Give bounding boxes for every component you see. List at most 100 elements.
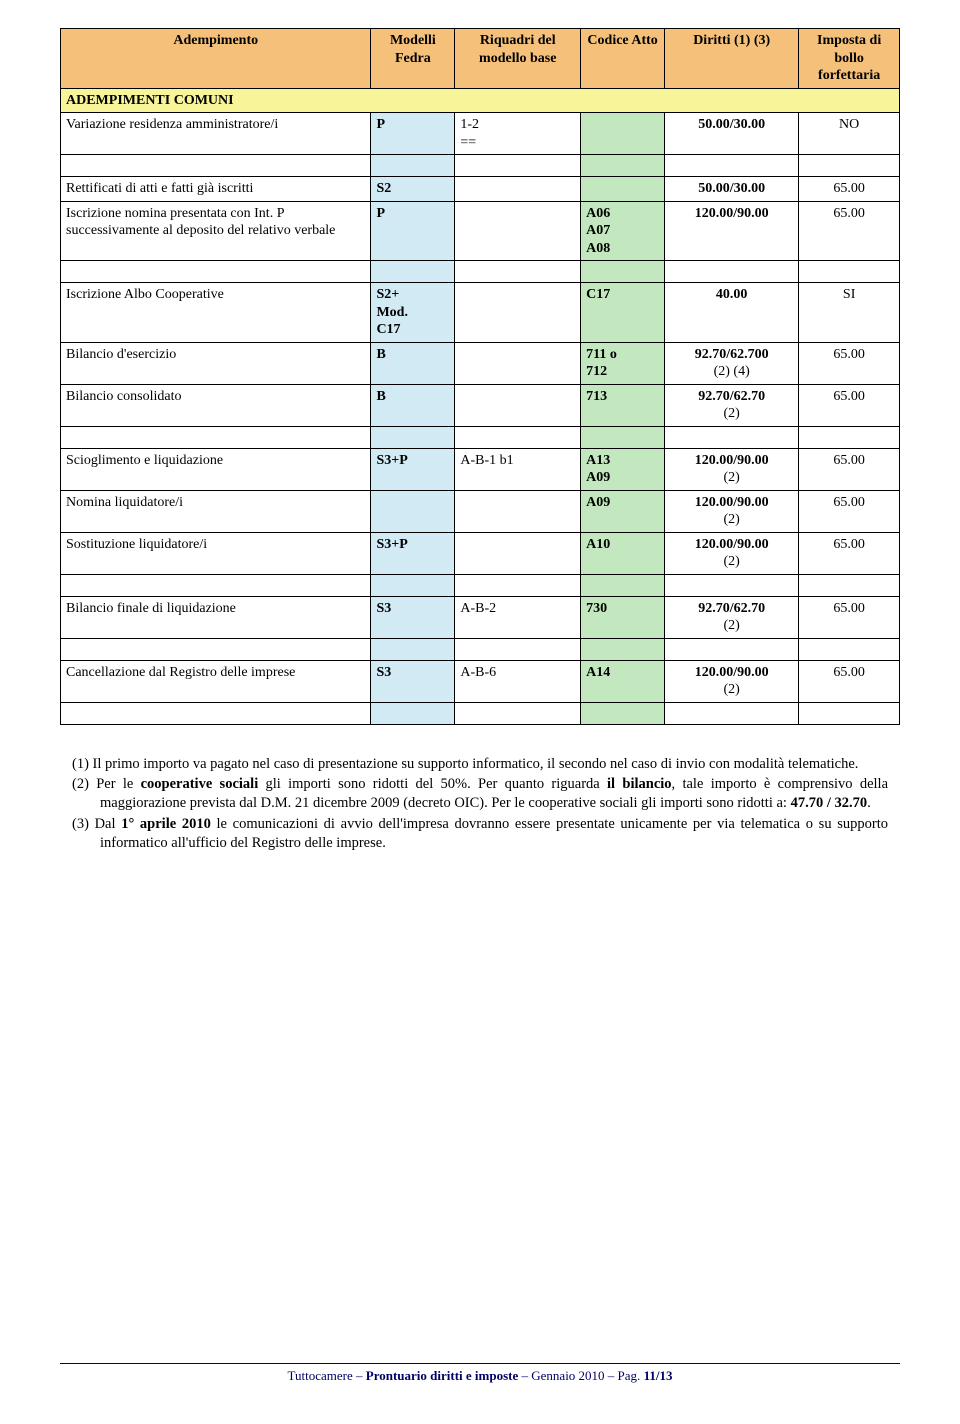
spacer-cell <box>371 155 455 177</box>
header-modelli: Modelli Fedra <box>371 29 455 89</box>
cell-c4: A10 <box>581 532 665 574</box>
table-row: Bilancio consolidatoB71392.70/62.70(2)65… <box>61 384 900 426</box>
table-row <box>61 702 900 724</box>
spacer-cell <box>665 261 799 283</box>
spacer-cell <box>371 261 455 283</box>
cell-c1: Bilancio consolidato <box>61 384 371 426</box>
table-row: Bilancio d'esercizioB 711 o71292.70/62.70… <box>61 342 900 384</box>
cell-c3: A-B-2 <box>455 596 581 638</box>
cell-c2: S2+Mod.C17 <box>371 283 455 343</box>
table-row <box>61 426 900 448</box>
footnote-1: (1) Il primo importo va pagato nel caso … <box>72 755 888 774</box>
section-title: ADEMPIMENTI COMUNI <box>61 88 900 113</box>
cell-c2 <box>371 490 455 532</box>
cell-c3 <box>455 177 581 202</box>
spacer-cell <box>371 574 455 596</box>
cell-c5: 40.00 <box>665 283 799 343</box>
header-imposta: Imposta di bollo forfettaria <box>799 29 900 89</box>
cell-c2: P <box>371 201 455 261</box>
cell-c3 <box>455 532 581 574</box>
cell-c2: B <box>371 342 455 384</box>
table-row <box>61 155 900 177</box>
cell-c3 <box>455 283 581 343</box>
table-row <box>61 638 900 660</box>
cell-c6: SI <box>799 283 900 343</box>
cell-c6: 65.00 <box>799 490 900 532</box>
cell-c2: S3 <box>371 596 455 638</box>
spacer-cell <box>799 426 900 448</box>
cell-c6: 65.00 <box>799 201 900 261</box>
spacer-cell <box>581 574 665 596</box>
spacer-cell <box>581 261 665 283</box>
spacer-cell <box>799 155 900 177</box>
cell-c1: Bilancio d'esercizio <box>61 342 371 384</box>
header-row: Adempimento Modelli Fedra Riquadri del m… <box>61 29 900 89</box>
header-codice: Codice Atto <box>581 29 665 89</box>
footnote-3: (3) Dal 1° aprile 2010 le comunicazioni … <box>72 815 888 853</box>
cell-c3 <box>455 342 581 384</box>
cell-c4: 730 <box>581 596 665 638</box>
spacer-cell <box>581 702 665 724</box>
spacer-cell <box>799 638 900 660</box>
cell-c5: 120.00/90.00(2) <box>665 532 799 574</box>
spacer-cell <box>665 638 799 660</box>
spacer-cell <box>61 155 371 177</box>
spacer-cell <box>665 702 799 724</box>
cell-c5: 120.00/90.00(2) <box>665 490 799 532</box>
cell-c5: 120.00/90.00(2) <box>665 448 799 490</box>
cell-c6: NO <box>799 113 900 155</box>
cell-c4 <box>581 113 665 155</box>
spacer-cell <box>371 702 455 724</box>
cell-c1: Cancellazione dal Registro delle imprese <box>61 660 371 702</box>
spacer-cell <box>371 426 455 448</box>
table-row <box>61 261 900 283</box>
spacer-cell <box>455 638 581 660</box>
spacer-cell <box>665 426 799 448</box>
cell-c6: 65.00 <box>799 342 900 384</box>
table-row: Variazione residenza amministratore/iP1-… <box>61 113 900 155</box>
cell-c6: 65.00 <box>799 532 900 574</box>
spacer-cell <box>799 261 900 283</box>
table-row: Nomina liquidatore/iA09120.00/90.00(2)65… <box>61 490 900 532</box>
cell-c1: Scioglimento e liquidazione <box>61 448 371 490</box>
footnote-2: (2) Per le cooperative sociali gli impor… <box>72 775 888 813</box>
page-footer: Tuttocamere – Prontuario diritti e impos… <box>60 1363 900 1384</box>
cell-c6: 65.00 <box>799 448 900 490</box>
cell-c4: A14 <box>581 660 665 702</box>
table-row: Bilancio finale di liquidazioneS3A-B-273… <box>61 596 900 638</box>
table-row: Rettificati di atti e fatti già iscritti… <box>61 177 900 202</box>
spacer-cell <box>799 702 900 724</box>
cell-c1: Sostituzione liquidatore/i <box>61 532 371 574</box>
cell-c4: 711 o712 <box>581 342 665 384</box>
spacer-cell <box>665 155 799 177</box>
cell-c4: A09 <box>581 490 665 532</box>
cell-c5: 92.70/62.700(2) (4) <box>665 342 799 384</box>
header-riquadri: Riquadri del modello base <box>455 29 581 89</box>
table-row: Iscrizione nomina presentata con Int. P … <box>61 201 900 261</box>
cell-c5: 120.00/90.00(2) <box>665 660 799 702</box>
cell-c3: A-B-6 <box>455 660 581 702</box>
cell-c4: 713 <box>581 384 665 426</box>
cell-c2: S2 <box>371 177 455 202</box>
table-row: Scioglimento e liquidazioneS3+PA-B-1 b1A… <box>61 448 900 490</box>
spacer-cell <box>61 702 371 724</box>
cell-c2: B <box>371 384 455 426</box>
cell-c3: A-B-1 b1 <box>455 448 581 490</box>
spacer-cell <box>581 638 665 660</box>
cell-c5: 50.00/30.00 <box>665 113 799 155</box>
spacer-cell <box>455 155 581 177</box>
table-row: Iscrizione Albo CooperativeS2+Mod.C17C17… <box>61 283 900 343</box>
spacer-cell <box>455 574 581 596</box>
cell-c6: 65.00 <box>799 660 900 702</box>
spacer-cell <box>665 574 799 596</box>
spacer-cell <box>455 702 581 724</box>
footnotes: (1) Il primo importo va pagato nel caso … <box>60 755 900 853</box>
table-row <box>61 574 900 596</box>
cell-c5: 92.70/62.70(2) <box>665 596 799 638</box>
spacer-cell <box>61 638 371 660</box>
spacer-cell <box>61 426 371 448</box>
footer-text: Tuttocamere – Prontuario diritti e impos… <box>60 1368 900 1384</box>
table-row: Cancellazione dal Registro delle imprese… <box>61 660 900 702</box>
cell-c1: Bilancio finale di liquidazione <box>61 596 371 638</box>
cell-c1: Rettificati di atti e fatti già iscritti <box>61 177 371 202</box>
